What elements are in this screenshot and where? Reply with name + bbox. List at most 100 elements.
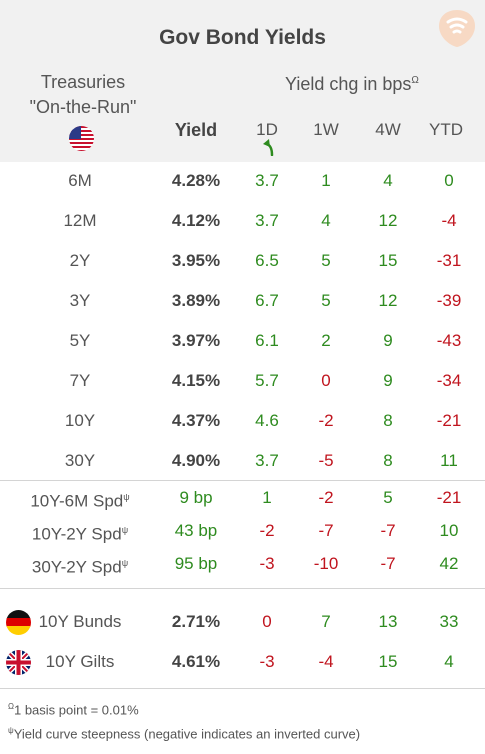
row-label: 2Y [0,241,160,281]
change-ytd: 4 [444,652,454,671]
footnote2-text: Yield curve steepness (negative indicate… [13,726,361,742]
column-header-yield[interactable]: Yield [174,120,218,140]
change-w1: -10 [313,554,339,573]
yield-change-sup: Ω [411,75,419,86]
change-w1: 2 [321,331,331,350]
change-w4: 9 [383,371,393,390]
change-ytd: 0 [444,171,454,190]
change-w4: 8 [383,451,393,470]
change-d1: -3 [259,554,275,573]
change-w4: 12 [378,211,398,230]
yield-value: 4.12% [171,211,221,230]
footnote1-sup: Ω [8,702,14,711]
change-w1: 5 [321,251,331,270]
footnote1-text: 1 basis point = 0.01% [13,702,139,718]
change-ytd: -31 [436,251,462,270]
table-row: 30Y-2Y Spdψ 95 bp -3 -10 -7 42 [0,547,485,580]
row-label: 10Y-6M Spdψ [0,481,160,514]
table-row: 10Y-2Y Spdψ 43 bp -2 -7 -7 10 [0,514,485,547]
change-w4: 13 [378,612,398,631]
change-ytd: -34 [436,371,462,390]
row-label-text: 10Y [64,411,96,430]
uk-flag-icon [6,650,31,675]
yield-value: 95 bp [174,554,218,573]
row-label: 7Y [0,361,160,401]
change-ytd: 11 [440,451,458,470]
row-label: 10Y [0,401,160,441]
row-label: 30Y-2Y Spdψ [0,547,160,580]
column-header-ytd[interactable]: YTD [429,120,463,139]
row-label-text: 5Y [69,331,91,350]
table-row: 12M 4.12% 3.7 4 12 -4 [0,201,485,241]
page-title: Gov Bond Yields [159,26,326,49]
table-row: 3Y 3.89% 6.7 5 12 -39 [0,281,485,321]
row-label-sup: ψ [121,525,129,535]
change-d1: 6.7 [255,291,279,310]
change-d1: 4.6 [255,411,279,430]
change-w1: -4 [318,652,334,671]
change-d1: 0 [262,612,272,631]
row-label-text: 10Y Gilts [45,652,115,671]
treasuries-label-line1: Treasuries [40,72,126,92]
change-d1: 3.7 [255,211,279,230]
table-row: 10Y Gilts 4.61% -3 -4 15 4 [0,642,485,682]
change-ytd: -21 [436,488,462,507]
row-label-text: 7Y [69,371,91,390]
germany-flag-icon [6,610,31,635]
treasuries-label: Treasuries "On-the-Run" [20,70,146,120]
change-w1: -2 [318,488,334,507]
table-row: 6M 4.28% 3.7 1 4 0 [0,161,485,201]
column-header-1d[interactable]: 1D [256,120,278,139]
change-d1: 3.7 [255,171,279,190]
change-ytd: 10 [439,521,459,540]
yield-value: 3.95% [171,251,221,270]
yield-value: 4.15% [171,371,221,390]
change-w1: 4 [321,211,331,230]
change-w4: 12 [378,291,398,310]
table-row: 10Y-6M Spdψ 9 bp 1 -2 5 -21 [0,481,485,514]
table-row: 7Y 4.15% 5.7 0 9 -34 [0,361,485,401]
change-d1: 6.1 [255,331,279,350]
change-ytd: -39 [436,291,462,310]
yield-value: 4.28% [171,171,221,190]
yield-value: 43 bp [174,521,218,540]
us-flag-icon [69,126,94,151]
footnote2-sup: ψ [8,726,14,735]
row-label: 10Y Gilts [30,642,130,682]
row-label-text: 30Y [64,451,96,470]
footnote-basis-point: Ω1 basis point = 0.01% [8,702,139,717]
yield-value: 4.37% [171,411,221,430]
table-row: 30Y 4.90% 3.7 -5 8 11 [0,441,485,481]
change-w1: -2 [318,411,334,430]
change-w4: 4 [383,171,393,190]
row-label: 6M [0,161,160,201]
row-label-text: 6M [68,171,92,190]
sort-arrow-icon[interactable] [262,138,278,156]
yield-value: 3.89% [171,291,221,310]
change-d1: 5.7 [255,371,279,390]
row-label: 10Y Bunds [30,602,130,642]
column-header-4w[interactable]: 4W [375,120,401,139]
change-d1: -3 [259,652,275,671]
change-ytd: -21 [436,411,462,430]
change-w4: 9 [383,331,393,350]
divider-spreads [0,480,485,481]
change-w1: -5 [318,451,334,470]
row-label-text: 3Y [69,291,91,310]
footnote-curve-steepness: ψYield curve steepness (negative indicat… [8,726,360,741]
change-w4: 15 [378,251,398,270]
change-w4: 8 [383,411,393,430]
column-header-1w[interactable]: 1W [313,120,339,139]
table-row: 2Y 3.95% 6.5 5 15 -31 [0,241,485,281]
change-ytd: -43 [436,331,462,350]
change-w1: 0 [321,371,331,390]
yield-value: 3.97% [171,331,221,350]
row-label: 3Y [0,281,160,321]
row-label-text: 10Y Bunds [38,612,122,631]
divider-intl [0,588,485,589]
change-w1: 5 [321,291,331,310]
yield-value: 9 bp [179,488,213,507]
logo-icon [439,10,475,47]
row-label-sup: ψ [121,558,129,568]
row-label: 5Y [0,321,160,361]
